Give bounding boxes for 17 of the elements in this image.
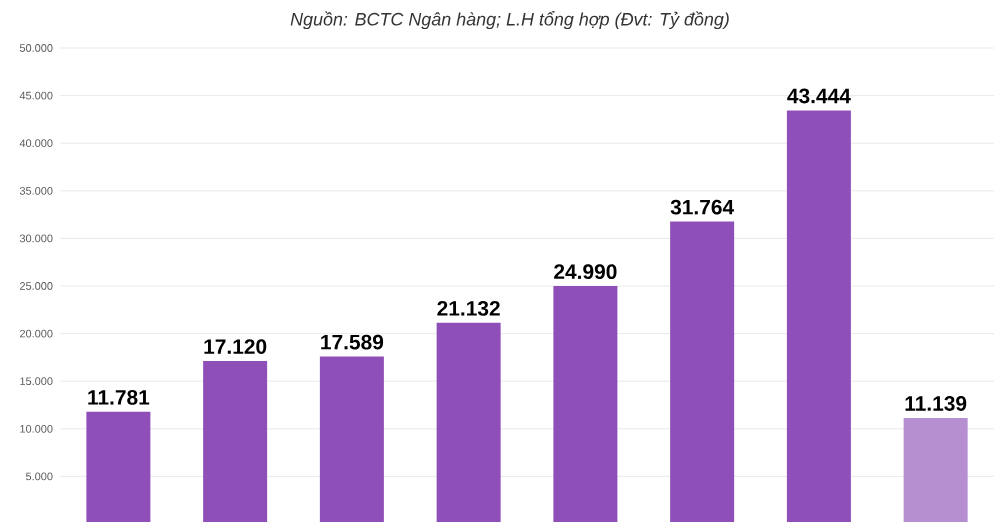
data-label: 43.444	[787, 88, 851, 104]
data-label: 11.781	[88, 390, 150, 405]
bar	[319, 356, 384, 522]
chart-subtitle: Nguồn: BCTC Ngân hàng; L.H tổng hợp (Đvt: Tỷ đồng)	[290, 10, 729, 30]
data-label: 17.120	[204, 339, 267, 354]
data-label: 21.132	[437, 300, 500, 316]
bar	[436, 322, 501, 522]
bar	[786, 110, 851, 522]
data-label: 24.990	[554, 264, 617, 280]
bar	[903, 417, 968, 522]
data-label: 17.589	[321, 334, 384, 350]
bar	[553, 286, 618, 522]
data-label: 11.139	[905, 396, 967, 411]
bar	[203, 361, 268, 522]
bar	[670, 221, 735, 522]
bar	[86, 411, 151, 522]
data-label: 31.764	[670, 199, 734, 215]
